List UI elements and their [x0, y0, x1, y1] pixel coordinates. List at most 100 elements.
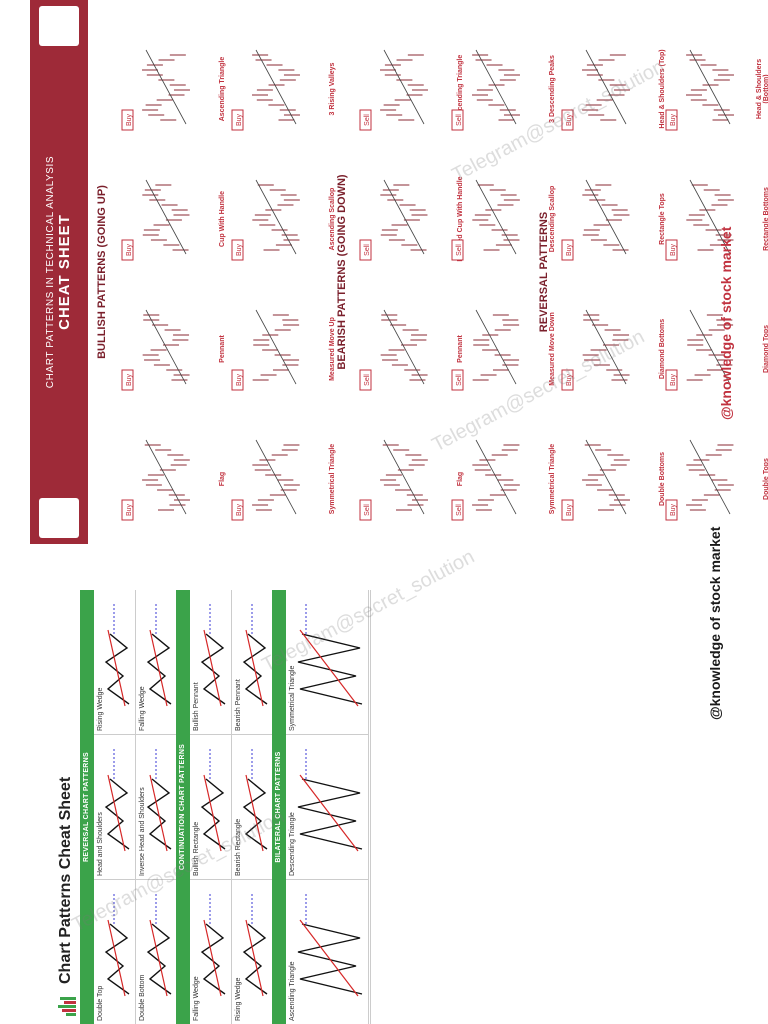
trend-line — [475, 309, 517, 385]
signal-box — [561, 109, 574, 131]
signal-text: Buy — [670, 373, 677, 386]
trend-line — [107, 919, 126, 997]
pattern-diagram: Buy — [121, 439, 190, 521]
price-line — [297, 633, 363, 705]
trend-line — [145, 179, 187, 255]
trend-line — [383, 309, 425, 385]
trend-line — [689, 49, 731, 125]
pattern-cell: Bullish Pennant — [190, 590, 232, 734]
price-line — [104, 778, 130, 850]
signal-text: Sell — [456, 374, 463, 386]
pattern-diagram — [146, 604, 172, 707]
pattern-cell: Buy Head & Shoulders (Bottom) — [660, 44, 768, 134]
right-sheet-body: CHART PATTERNS IN TECHNICAL ANALYSIS CHE… — [30, 0, 768, 544]
signal-box — [359, 109, 372, 131]
pattern-name: Symmetrical Triangle — [549, 443, 556, 515]
pattern-diagram — [104, 749, 130, 852]
trend-line — [245, 919, 264, 997]
signal-text: Buy — [236, 113, 243, 126]
left-section: REVERSAL CHART PATTERNS Double Top Head an… — [80, 590, 178, 1024]
signal-box — [231, 369, 244, 391]
trend-line — [149, 919, 168, 997]
pattern-name: Ascending Scallop — [329, 187, 336, 251]
signal-text: Sell — [456, 504, 463, 516]
left-section: CONTINUATION CHART PATTERNS Falling Wedge… — [176, 590, 274, 1024]
trend-line — [149, 774, 168, 852]
signal-box — [121, 499, 134, 521]
section-title-reversal: REVERSAL PATTERNS — [538, 0, 550, 544]
price-line — [242, 923, 268, 995]
pattern-diagram — [104, 894, 130, 997]
left-sheet-title: Chart Patterns Cheat Sheet — [57, 776, 74, 984]
signal-box — [451, 369, 464, 391]
pattern-row: Rising Wedge Bearish Rectangle Bearish Pen… — [232, 590, 274, 1024]
signal-text: Sell — [456, 244, 463, 256]
signal-box — [359, 369, 372, 391]
trend-line — [383, 439, 425, 515]
price-line — [242, 633, 268, 705]
pattern-diagram — [200, 604, 226, 707]
signal-box — [231, 499, 244, 521]
trend-line — [245, 774, 264, 852]
pattern-diagram: Buy — [561, 439, 630, 521]
signal-box — [121, 239, 134, 261]
signal-text: Buy — [670, 503, 677, 516]
pattern-name: Pennant — [219, 335, 226, 363]
price-line — [200, 923, 226, 995]
pattern-name: Symmetrical Triangle — [329, 443, 336, 515]
trend-line — [689, 309, 731, 385]
right-sheet-header: CHART PATTERNS IN TECHNICAL ANALYSIS CHE… — [30, 0, 88, 544]
trend-line — [149, 629, 168, 707]
pattern-row: Ascending Triangle Descending Triangle Sym… — [286, 590, 369, 1024]
pattern-cell: Double Top — [94, 879, 136, 1024]
trend-line — [475, 49, 517, 125]
trend-line — [383, 49, 425, 125]
pattern-diagram: Buy — [561, 179, 630, 261]
signal-text: Buy — [670, 243, 677, 256]
pattern-diagram: Buy — [121, 49, 190, 131]
signal-text: Buy — [236, 373, 243, 386]
pattern-name: 3 Rising Valleys — [329, 62, 336, 116]
signal-box — [561, 499, 574, 521]
pattern-diagram: Sell — [451, 179, 520, 261]
signal-box — [665, 499, 678, 521]
pattern-diagram — [146, 894, 172, 997]
pattern-diagram — [242, 894, 268, 997]
trend-line — [107, 629, 126, 707]
pattern-diagram: Buy — [231, 179, 300, 261]
pattern-cell: Buy Symmetrical Triangle — [226, 434, 336, 524]
trend-line — [255, 179, 297, 255]
trend-line — [585, 49, 627, 125]
pattern-diagram — [297, 894, 363, 997]
pattern-cell: Double Bottom — [136, 879, 178, 1024]
trend-line — [299, 629, 359, 707]
pattern-name: Diamond Tops — [763, 324, 768, 374]
pattern-cell: Sell Flag — [354, 434, 464, 524]
trend-line — [585, 179, 627, 255]
pattern-cell: Sell 3 Descending Peaks — [446, 44, 556, 134]
pattern-cell: Buy Rectangle Tops — [556, 174, 666, 264]
pattern-cell: Buy Pennant — [116, 304, 226, 394]
pattern-cell: Buy Ascending Triangle — [116, 44, 226, 134]
section-title-bearish-text: BEARISH PATTERNS (GOING DOWN) — [336, 174, 348, 370]
pattern-diagram: Buy — [561, 309, 630, 391]
pattern-diagram — [242, 749, 268, 852]
price-line — [297, 778, 363, 850]
signal-text: Sell — [364, 374, 371, 386]
price-line — [200, 778, 226, 850]
signal-text: Buy — [566, 113, 573, 126]
signal-box — [359, 239, 372, 261]
pattern-cell: Buy Double Bottoms — [556, 434, 666, 524]
pattern-diagram — [242, 604, 268, 707]
pattern-diagram: Sell — [451, 439, 520, 521]
pattern-name: Double Tops — [763, 458, 768, 500]
signal-text: Sell — [456, 114, 463, 126]
pattern-cell: Sell Descending Scallop — [446, 174, 556, 264]
pattern-diagram: Buy — [121, 309, 190, 391]
pattern-cell: Sell Pennant — [354, 304, 464, 394]
pattern-diagram: Sell — [451, 49, 520, 131]
pattern-name: Cup With Handle — [219, 191, 226, 247]
pattern-cell: Sell Descending Triangle — [354, 44, 464, 134]
pattern-diagram — [297, 604, 363, 707]
section-band: BILATERAL CHART PATTERNS — [272, 590, 286, 1024]
